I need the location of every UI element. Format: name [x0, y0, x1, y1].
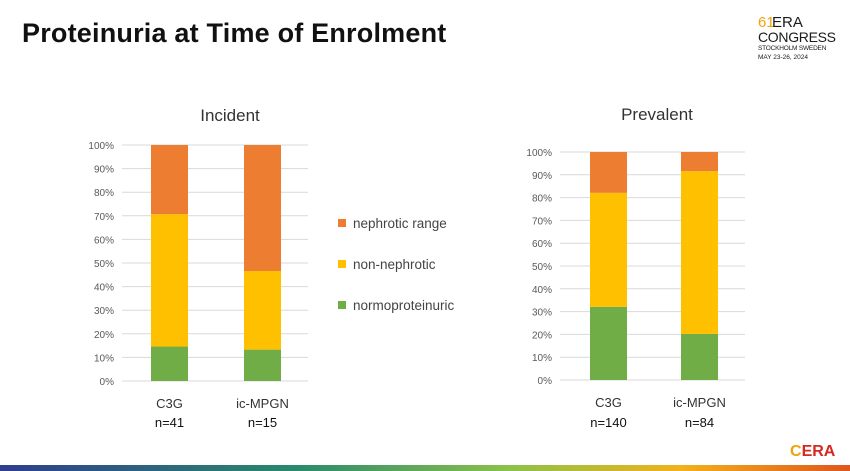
- incident-category-n-label: n=41: [155, 415, 184, 430]
- incident-bar-ic-mpgn-nephrotic-range: [244, 145, 281, 272]
- era-logo-mark: C: [790, 443, 802, 460]
- legend-item-normoproteinuric: normoproteinuric: [338, 298, 454, 313]
- prevalent-y-tick-label: 30%: [532, 308, 552, 319]
- incident-y-tick-label: 50%: [94, 259, 114, 270]
- legend-label-normoproteinuric: normoproteinuric: [353, 298, 455, 313]
- era-logo: CERA: [790, 443, 835, 461]
- prevalent-y-tick-label: 90%: [532, 171, 552, 182]
- legend-label-non-nephrotic: non-nephrotic: [353, 257, 436, 272]
- prevalent-bar-ic-mpgn-nephrotic-range: [681, 152, 718, 172]
- incident-y-tick-label: 10%: [94, 353, 114, 364]
- incident-y-tick-label: 20%: [94, 330, 114, 341]
- legend-swatch-nephrotic: [338, 219, 346, 227]
- prevalent-category-label: C3G: [595, 395, 622, 410]
- incident-y-tick-label: 90%: [94, 165, 114, 176]
- legend-swatch-non-nephrotic: [338, 260, 346, 268]
- logo-number: 61: [758, 14, 775, 31]
- legend-item-nephrotic: nephrotic range: [338, 216, 447, 231]
- incident-y-tick-label: 40%: [94, 283, 114, 294]
- incident-bar-c3g-normoproteinuric: [151, 346, 188, 381]
- era-congress-logo: 61 ERA CONGRESS STOCKHOLM SWEDEN MAY 23-…: [758, 14, 838, 66]
- prevalent-y-tick-label: 0%: [538, 376, 553, 387]
- prevalent-chart-title: Prevalent: [621, 105, 693, 124]
- prevalent-y-tick-label: 80%: [532, 194, 552, 205]
- prevalent-y-tick-label: 60%: [532, 239, 552, 250]
- prevalent-y-tick-label: 70%: [532, 216, 552, 227]
- incident-category-n-label: n=15: [248, 415, 277, 430]
- prevalent-bar-c3g-nephrotic-range: [590, 152, 627, 193]
- prevalent-y-tick-label: 10%: [532, 353, 552, 364]
- legend-item-non-nephrotic: non-nephrotic: [338, 257, 436, 272]
- incident-category-label: ic-MPGN: [236, 396, 289, 411]
- incident-y-tick-label: 60%: [94, 235, 114, 246]
- logo-era: ERA: [772, 14, 803, 31]
- incident-chart-title: Incident: [200, 106, 260, 125]
- prevalent-bar-c3g-non-nephrotic: [590, 192, 627, 307]
- era-logo-text: ERA: [801, 443, 836, 460]
- prevalent-y-tick-label: 40%: [532, 285, 552, 296]
- incident-y-tick-label: 100%: [88, 141, 114, 152]
- incident-bar-c3g-nephrotic-range: [151, 145, 188, 215]
- legend-swatch-normoproteinuric: [338, 301, 346, 309]
- incident-y-tick-label: 0%: [100, 377, 115, 388]
- prevalent-category-n-label: n=140: [590, 415, 627, 430]
- prevalent-bar-ic-mpgn-normoproteinuric: [681, 333, 718, 380]
- legend-label-nephrotic: nephrotic range: [353, 216, 447, 231]
- prevalent-category-n-label: n=84: [685, 415, 714, 430]
- incident-bar-ic-mpgn-normoproteinuric: [244, 349, 281, 381]
- prevalent-y-tick-label: 50%: [532, 262, 552, 273]
- slide-title: Proteinuria at Time of Enrolment: [22, 18, 447, 48]
- logo-congress: CONGRESS: [758, 29, 836, 45]
- prevalent-y-tick-label: 20%: [532, 330, 552, 341]
- prevalent-y-tick-label: 100%: [526, 148, 552, 159]
- footer-gradient-bar: [0, 465, 850, 471]
- prevalent-bar-c3g-normoproteinuric: [590, 306, 627, 380]
- incident-y-tick-label: 30%: [94, 306, 114, 317]
- incident-bar-c3g-non-nephrotic: [151, 214, 188, 347]
- logo-dates: MAY 23-26, 2024: [758, 54, 808, 61]
- logo-city: STOCKHOLM SWEDEN: [758, 45, 827, 52]
- incident-y-tick-label: 70%: [94, 212, 114, 223]
- incident-bar-ic-mpgn-non-nephrotic: [244, 271, 281, 350]
- prevalent-bar-ic-mpgn-non-nephrotic: [681, 171, 718, 334]
- incident-category-label: C3G: [156, 396, 183, 411]
- prevalent-category-label: ic-MPGN: [673, 395, 726, 410]
- incident-y-tick-label: 80%: [94, 188, 114, 199]
